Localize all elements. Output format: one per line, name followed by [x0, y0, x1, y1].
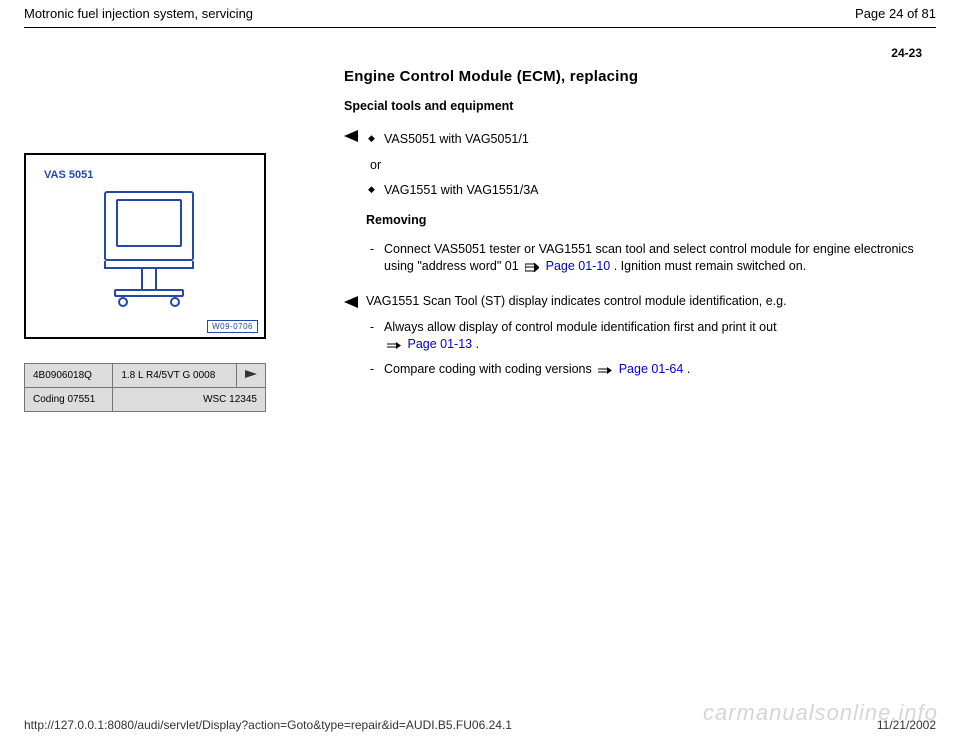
cell-wsc: WSC 12345 — [113, 388, 266, 412]
figure-id-code: W09-0706 — [207, 320, 258, 333]
list-item: - Always allow display of control module… — [370, 319, 936, 355]
tools-list: VAS5051 with VAG5051/1 — [366, 131, 936, 148]
tools-list: VAG1551 with VAG1551/3A — [366, 182, 936, 199]
pointer-left-icon — [344, 127, 366, 147]
list-item: - Connect VAS5051 tester or VAG1551 scan… — [370, 241, 936, 277]
dash-bullet: - — [370, 361, 384, 380]
step-text: Compare coding with coding versions — [384, 362, 595, 376]
scantool-steps: - Always allow display of control module… — [366, 319, 936, 380]
page: Motronic fuel injection system, servicin… — [0, 0, 960, 742]
title-row: Engine Control Module (ECM), replacing S… — [0, 68, 960, 127]
page-link[interactable]: Page 01-10 — [546, 259, 611, 273]
page-indicator: Page 24 of 81 — [855, 6, 936, 21]
footer-date: 11/21/2002 — [877, 718, 936, 732]
page-link[interactable]: Page 01-64 — [619, 362, 684, 376]
cell-coding: Coding 07551 — [25, 388, 113, 412]
figure-vas5051: VAS 5051 W09-0706 — [24, 153, 266, 339]
section-title: Engine Control Module (ECM), replacing — [344, 68, 936, 85]
list-item: VAG1551 with VAG1551/3A — [368, 182, 936, 199]
step-text: . — [476, 337, 479, 351]
page-header: Motronic fuel injection system, servicin… — [0, 0, 960, 25]
cell-engine: 1.8 L R4/5VT G 0008 — [113, 364, 237, 388]
double-arrow-icon — [598, 363, 612, 380]
tools-heading: Special tools and equipment — [344, 99, 936, 113]
double-arrow-icon — [387, 338, 401, 355]
pointer-block-2: VAG1551 Scan Tool (ST) display indicates… — [344, 293, 936, 387]
pointer-block-1: VAS5051 with VAG5051/1 or VAG1551 with V… — [344, 127, 936, 283]
section-number: 24-23 — [0, 28, 960, 68]
or-text: or — [370, 158, 936, 172]
list-item: VAS5051 with VAG5051/1 — [368, 131, 936, 148]
arrow-right-icon — [237, 364, 266, 388]
step-text: Always allow display of control module i… — [384, 320, 777, 334]
step-text: . — [687, 362, 690, 376]
removing-steps: - Connect VAS5051 tester or VAG1551 scan… — [366, 241, 936, 277]
cell-partno: 4B0906018Q — [25, 364, 113, 388]
step-text: . Ignition must remain switched on. — [614, 259, 806, 273]
scantool-display-table: 4B0906018Q 1.8 L R4/5VT G 0008 Coding 07… — [24, 363, 266, 412]
scantool-intro: VAG1551 Scan Tool (ST) display indicates… — [366, 293, 936, 310]
table-row: 4B0906018Q 1.8 L R4/5VT G 0008 — [25, 364, 266, 388]
dash-bullet: - — [370, 241, 384, 277]
doc-title: Motronic fuel injection system, servicin… — [24, 6, 253, 21]
row-tools: VAS 5051 W09-0706 4B0906018Q 1.8 L R4/5V… — [0, 127, 960, 412]
double-arrow-icon — [525, 260, 539, 277]
dash-bullet: - — [370, 319, 384, 355]
vas-unit-drawing — [104, 191, 194, 301]
pointer-left-icon — [344, 293, 366, 313]
removing-heading: Removing — [366, 213, 936, 227]
list-item: - Compare coding with coding versions Pa… — [370, 361, 936, 380]
page-footer: http://127.0.0.1:8080/audi/servlet/Displ… — [0, 718, 960, 732]
footer-url: http://127.0.0.1:8080/audi/servlet/Displ… — [24, 718, 512, 732]
figure-label: VAS 5051 — [44, 169, 93, 181]
table-row: Coding 07551 WSC 12345 — [25, 388, 266, 412]
page-link[interactable]: Page 01-13 — [407, 337, 472, 351]
